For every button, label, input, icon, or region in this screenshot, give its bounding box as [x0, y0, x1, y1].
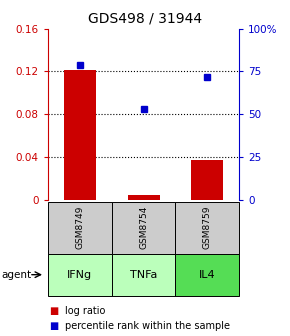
Text: log ratio: log ratio: [65, 306, 106, 316]
Text: percentile rank within the sample: percentile rank within the sample: [65, 321, 230, 331]
Text: GSM8749: GSM8749: [75, 206, 84, 249]
Text: agent: agent: [1, 270, 32, 280]
Text: GSM8759: GSM8759: [203, 206, 212, 249]
Text: GSM8754: GSM8754: [139, 206, 148, 249]
Text: IL4: IL4: [199, 270, 216, 280]
Bar: [191, 160, 223, 200]
Text: IFNg: IFNg: [67, 270, 92, 280]
Bar: [128, 195, 160, 200]
Text: TNFa: TNFa: [130, 270, 157, 280]
Text: GDS498 / 31944: GDS498 / 31944: [88, 12, 202, 26]
Text: ■: ■: [49, 306, 59, 316]
Bar: [64, 70, 96, 200]
Text: ■: ■: [49, 321, 59, 331]
